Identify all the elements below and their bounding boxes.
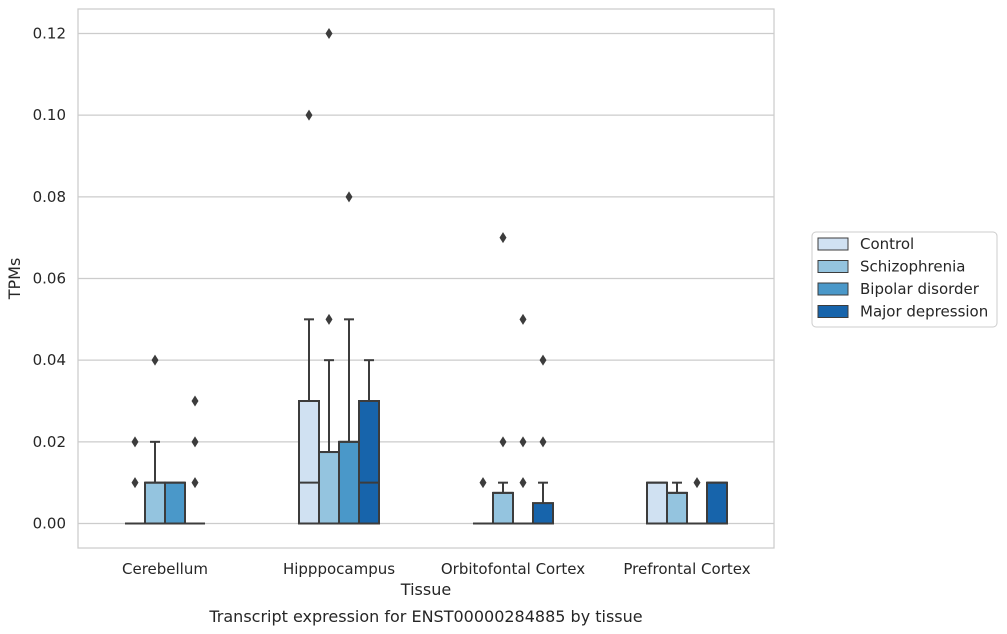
y-tick-label: 0.08 — [33, 188, 66, 206]
y-axis-label: TPMs — [5, 258, 24, 301]
outlier-point — [305, 109, 313, 121]
box — [666, 491, 688, 525]
box-group — [706, 481, 728, 525]
outlier-point — [693, 477, 701, 489]
legend-swatch — [817, 305, 849, 318]
box — [144, 481, 166, 525]
outlier-point — [519, 477, 527, 489]
series-bipolar-disorder — [164, 191, 707, 525]
series-control — [125, 109, 668, 525]
x-axis-label: Tissue — [400, 580, 451, 599]
legend-frame — [811, 231, 998, 328]
outlier-point — [191, 436, 199, 448]
outlier-point — [131, 477, 139, 489]
legend-label: Schizophrenia — [860, 258, 965, 276]
box-group — [492, 232, 514, 525]
box-group — [164, 481, 186, 525]
box — [492, 491, 514, 525]
box-group — [358, 359, 380, 525]
outlier-point — [479, 477, 487, 489]
y-tick-label: 0.04 — [33, 351, 66, 369]
legend-label: Major depression — [860, 303, 988, 321]
box-series — [125, 28, 728, 525]
x-tick-label: Cerebellum — [122, 560, 208, 578]
box — [338, 440, 360, 525]
outlier-point — [151, 354, 159, 366]
outlier-point — [519, 313, 527, 325]
y-tick-label: 0.10 — [33, 106, 66, 124]
outlier-point — [345, 191, 353, 203]
legend: Control Schizophrenia Bipolar disorder Majo… — [811, 231, 998, 328]
chart-title: Transcript expression for ENST0000028488… — [208, 607, 642, 626]
y-tick-label: 0.00 — [33, 515, 66, 533]
outlier-point — [539, 354, 547, 366]
box — [532, 502, 554, 525]
box-group — [513, 313, 533, 525]
outlier-point — [519, 436, 527, 448]
y-tick-label: 0.12 — [33, 25, 66, 43]
outlier-point — [499, 436, 507, 448]
box-group — [687, 477, 707, 525]
outlier-point — [131, 436, 139, 448]
box-group — [144, 354, 166, 525]
box — [164, 481, 186, 525]
box-group — [646, 481, 668, 525]
x-tick-label: Hipppocampus — [283, 560, 395, 578]
series-major-depression — [185, 354, 728, 525]
plot-area-frame — [77, 8, 775, 549]
legend-swatch — [817, 260, 849, 273]
box-group — [298, 109, 320, 525]
y-tick-label: 0.02 — [33, 433, 66, 451]
x-tick-label: Prefrontal Cortex — [623, 560, 750, 578]
y-axis-ticks: 0.00 0.02 0.04 0.06 0.08 0.10 0.12 — [33, 25, 66, 533]
outlier-point — [539, 436, 547, 448]
outlier-point — [191, 395, 199, 407]
box — [298, 400, 320, 525]
box — [318, 451, 340, 525]
legend-swatch — [817, 282, 849, 296]
legend-swatch — [817, 237, 849, 251]
x-axis-ticks: Cerebellum Hipppocampus Orbitofontal Corte… — [122, 560, 751, 578]
box-group — [666, 481, 688, 525]
outlier-point — [499, 232, 507, 244]
outlier-point — [325, 313, 333, 325]
legend-label: Control — [860, 235, 914, 253]
outlier-point — [191, 477, 199, 489]
box — [706, 481, 728, 525]
box-group — [532, 354, 554, 525]
legend-label: Bipolar disorder — [860, 280, 980, 298]
box-group — [473, 477, 493, 525]
x-tick-label: Orbitofontal Cortex — [441, 560, 585, 578]
box-group — [125, 436, 145, 525]
box — [646, 481, 668, 525]
box — [358, 400, 380, 525]
y-tick-label: 0.06 — [33, 270, 66, 288]
box-group — [185, 395, 205, 525]
outlier-point — [325, 28, 333, 39]
